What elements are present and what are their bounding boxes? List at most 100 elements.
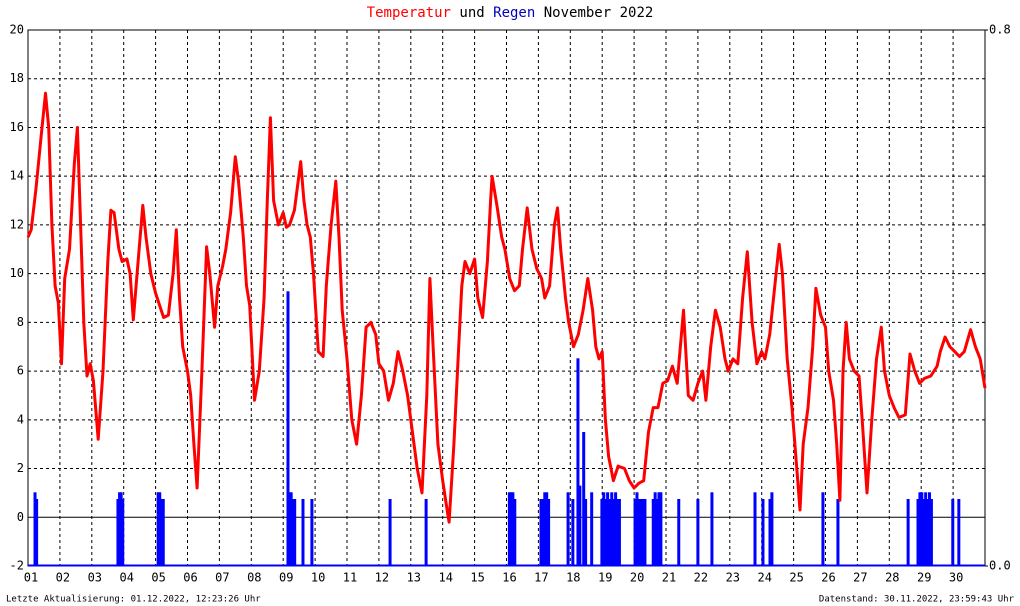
rain-bar	[924, 492, 928, 566]
rain-bar	[286, 291, 290, 566]
x-tick-label: 09	[279, 571, 293, 585]
x-tick-label: 03	[88, 571, 102, 585]
rain-bar	[657, 492, 661, 566]
chart-title: Temperatur und Regen November 2022	[367, 5, 654, 21]
rain-bar	[659, 492, 663, 566]
rain-bar	[158, 492, 162, 566]
rain-bar	[612, 499, 616, 566]
y-tick-label: 6	[17, 364, 24, 378]
rain-bar	[604, 499, 608, 566]
y2-tick-label: 0.8	[989, 23, 1011, 37]
x-tick-label: 02	[56, 571, 70, 585]
rain-bar	[643, 499, 647, 566]
rain-bar	[33, 492, 37, 566]
rain-bar	[161, 499, 165, 566]
rain-bar	[156, 492, 160, 566]
x-tick-label: 06	[183, 571, 197, 585]
x-tick-label: 13	[407, 571, 421, 585]
rain-bar	[547, 499, 551, 566]
x-tick-label: 05	[151, 571, 165, 585]
rain-bar	[116, 499, 120, 566]
x-tick-label: 17	[534, 571, 548, 585]
y2-tick-label: 0.0	[989, 559, 1011, 573]
rain-bar	[121, 499, 125, 566]
rain-bar	[545, 492, 549, 566]
rain-bar	[576, 358, 580, 566]
x-tick-label: 22	[694, 571, 708, 585]
rain-bar	[761, 499, 765, 566]
rain-bar	[637, 499, 641, 566]
rain-bar	[507, 492, 511, 566]
rain-bar	[606, 492, 610, 566]
x-tick-label: 29	[917, 571, 931, 585]
rain-bar	[119, 492, 123, 566]
y-tick-label: 16	[10, 120, 24, 134]
x-tick-label: 24	[757, 571, 771, 585]
rain-bar	[614, 492, 618, 566]
rain-bar	[543, 492, 547, 566]
rain-bar	[301, 499, 305, 566]
rain-bar	[677, 499, 681, 566]
rain-bar	[926, 499, 930, 566]
rain-bar	[578, 485, 582, 566]
rain-bar	[610, 492, 614, 566]
rain-bar	[951, 499, 955, 566]
rain-bar	[836, 499, 840, 566]
rain-bar	[424, 499, 428, 566]
rain-bar	[635, 492, 639, 566]
x-tick-label: 10	[311, 571, 325, 585]
rain-bar	[608, 499, 612, 566]
x-tick-label: 01	[24, 571, 38, 585]
y-tick-label: 2	[17, 461, 24, 475]
rain-bar	[641, 499, 645, 566]
rain-bar	[118, 492, 122, 566]
rain-bar	[590, 492, 594, 566]
x-tick-label: 28	[885, 571, 899, 585]
y-tick-label: 4	[17, 412, 24, 426]
rain-bar	[539, 499, 543, 566]
x-tick-label: 21	[662, 571, 676, 585]
y-tick-label: 14	[10, 169, 24, 183]
rain-bar	[929, 499, 933, 566]
x-tick-label: 08	[247, 571, 261, 585]
rain-bar	[753, 492, 757, 566]
rain-bar	[566, 492, 570, 566]
rain-bar	[651, 499, 655, 566]
title-period: November 2022	[544, 5, 654, 21]
rain-bar	[633, 499, 637, 566]
rain-bar	[821, 492, 825, 566]
rain-bar	[602, 492, 606, 566]
rain-bar	[696, 499, 700, 566]
rain-bar	[768, 499, 772, 566]
x-tick-label: 16	[502, 571, 516, 585]
rain-bar	[918, 492, 922, 566]
rain-bar	[159, 499, 163, 566]
title-series-2: Regen	[493, 5, 535, 21]
x-tick-label: 26	[821, 571, 835, 585]
rain-bar	[289, 492, 293, 566]
rain-bar	[710, 492, 714, 566]
rain-bar	[770, 492, 774, 566]
y-tick-label: 10	[10, 266, 24, 280]
x-tick-label: 23	[726, 571, 740, 585]
rain-bar	[541, 499, 545, 566]
footer-left: Letzte Aktualisierung: 01.12.2022, 12:23…	[6, 595, 261, 605]
x-tick-label: 30	[949, 571, 963, 585]
rain-bar	[927, 492, 931, 566]
rain-bar	[288, 492, 292, 566]
x-tick-label: 27	[853, 571, 867, 585]
rain-bar	[906, 499, 910, 566]
x-tick-label: 04	[119, 571, 133, 585]
footer-right: Datenstand: 30.11.2022, 23:59:43 Uhr	[819, 595, 1015, 605]
x-tick-label: 20	[630, 571, 644, 585]
rain-bar	[639, 499, 643, 566]
rain-bar	[511, 492, 515, 566]
x-tick-label: 11	[343, 571, 357, 585]
y-tick-label: -2	[10, 559, 24, 573]
rain-bar	[922, 499, 926, 566]
rain-bar	[655, 499, 659, 566]
title-joiner: und	[459, 5, 484, 21]
rain-bar	[513, 499, 517, 566]
y-tick-label: 18	[10, 71, 24, 85]
